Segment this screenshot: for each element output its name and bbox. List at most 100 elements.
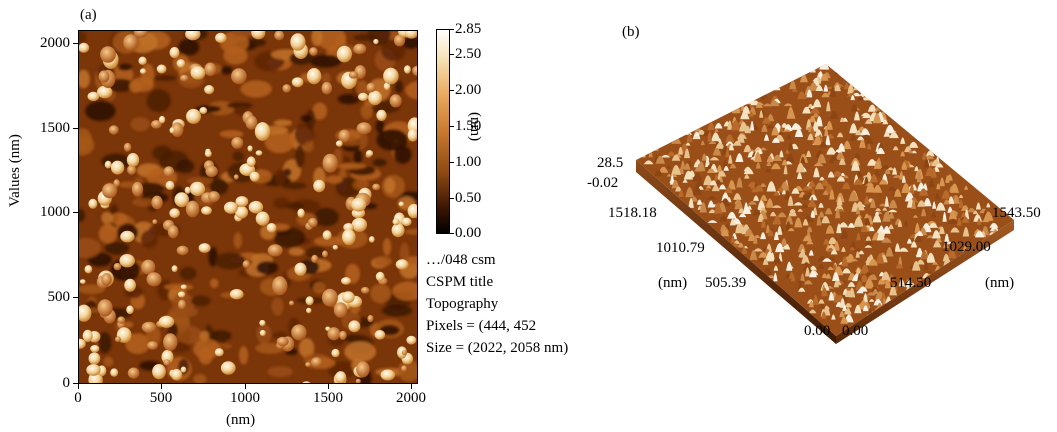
surface-peak	[848, 258, 859, 262]
surface-peak	[834, 280, 842, 286]
surface-peak	[691, 124, 702, 132]
surface-peak	[1003, 240, 1012, 248]
surface-peak	[1010, 232, 1014, 243]
surface-peak	[872, 113, 882, 124]
surface-grain	[88, 352, 101, 365]
surface-peak	[943, 258, 950, 267]
surface-grain	[339, 330, 347, 340]
surface-peak	[971, 259, 979, 266]
surface-peak	[818, 202, 824, 208]
surface-grain	[141, 321, 157, 333]
surface-peak	[798, 191, 807, 198]
surface-grain	[79, 279, 86, 284]
surface-peak	[827, 266, 834, 270]
surface-peak	[709, 157, 720, 161]
surface-grain	[215, 32, 227, 43]
surface-peak	[851, 160, 860, 171]
surface-peak	[727, 180, 736, 190]
surface-peak	[737, 177, 742, 183]
surface-peak	[749, 106, 757, 115]
surface-peak	[857, 214, 862, 219]
surface-peak	[903, 161, 912, 167]
surface-peak	[1001, 231, 1010, 234]
surface-peak	[763, 248, 772, 258]
surface-peak	[715, 179, 722, 185]
surface-peak	[910, 241, 918, 248]
x-tick-label: 2000	[396, 390, 426, 406]
surface-grain	[156, 64, 167, 74]
surface-peak	[782, 129, 791, 132]
surface-peak	[772, 154, 783, 161]
surface-peak	[762, 134, 771, 140]
surface-grain	[393, 34, 406, 47]
surface-peak	[826, 147, 837, 155]
surface-grain	[185, 31, 201, 41]
surface-peak	[837, 177, 846, 181]
surface-peak	[881, 237, 892, 243]
surface-peak	[759, 94, 769, 98]
surface-peak	[707, 121, 715, 131]
surface-peak	[695, 159, 701, 165]
surface-grain	[272, 276, 288, 296]
surface-peak	[827, 171, 835, 178]
surface-peak	[739, 213, 747, 218]
surface-peak	[941, 190, 951, 199]
surface-peak	[825, 244, 831, 251]
surface-peak	[643, 160, 654, 165]
y-tick-label: 2000	[40, 35, 70, 51]
surface-peak	[772, 217, 781, 225]
surface-peak	[796, 172, 803, 179]
surface-peak	[800, 156, 806, 164]
x-tick-mark	[161, 384, 162, 389]
surface-peak	[753, 150, 761, 161]
surface-grain	[380, 369, 396, 381]
surface-peak	[882, 207, 888, 211]
surface-peak	[844, 82, 850, 90]
left-axis-label: 1010.79	[656, 240, 705, 256]
surface-peak	[801, 194, 808, 201]
info-title: CSPM title	[426, 274, 494, 290]
surface-peak	[747, 201, 757, 205]
surface-peak	[842, 175, 849, 179]
surface-peak	[878, 111, 888, 122]
surface-peak	[797, 282, 804, 292]
surface-grain	[242, 260, 250, 269]
surface-peak	[833, 293, 840, 303]
surface-peak	[911, 184, 917, 191]
surface-peak	[730, 243, 740, 248]
surface-peak	[975, 202, 981, 210]
surface-peak	[820, 308, 826, 317]
surface-peak	[867, 143, 872, 150]
surface-peak	[735, 223, 743, 234]
right-axis-label: 0.00	[842, 323, 869, 339]
surface-peak	[812, 142, 822, 145]
surface-peak	[915, 170, 922, 179]
surface-peak	[865, 182, 875, 186]
surface-peak	[838, 261, 846, 265]
surface-peak	[808, 309, 817, 314]
surface-peak	[777, 225, 783, 235]
surface-peak	[813, 162, 824, 167]
surface-peak	[822, 190, 829, 195]
surface-peak	[742, 105, 751, 114]
surface-peak	[923, 155, 932, 159]
surface-peak	[938, 226, 945, 234]
surface-peak	[854, 152, 861, 160]
surface-peak	[812, 207, 818, 216]
left-axis-label: 505.39	[705, 275, 747, 291]
surface-peak	[742, 114, 749, 119]
surface-grain	[152, 219, 158, 225]
surface-peak	[809, 265, 817, 271]
surface-peak	[901, 183, 911, 193]
surface-peak	[654, 154, 659, 163]
surface-grain	[343, 223, 354, 232]
surface-grain	[412, 65, 417, 77]
surface-peak	[852, 273, 862, 282]
surface-peak	[750, 156, 758, 160]
surface-grain	[255, 211, 270, 226]
surface-peak	[830, 249, 838, 255]
surface-peak	[804, 85, 813, 96]
surface-peak	[853, 174, 859, 184]
surface-peak	[856, 136, 865, 141]
surface-peak	[826, 120, 833, 130]
